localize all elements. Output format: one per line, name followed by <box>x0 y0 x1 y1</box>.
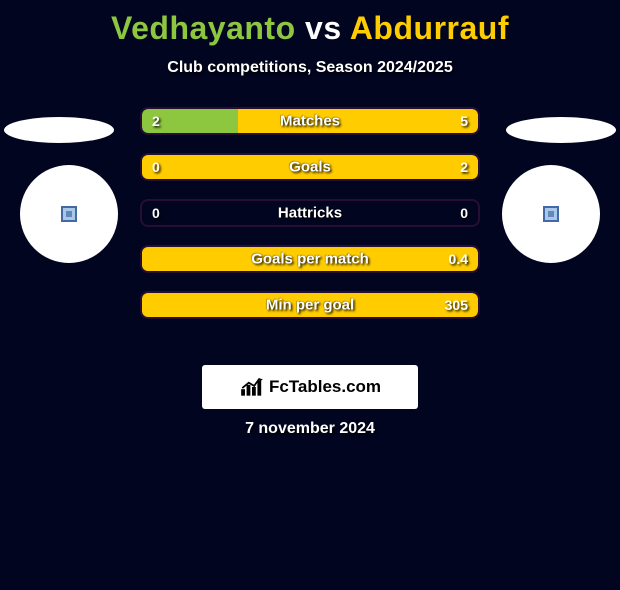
player1-photo-placeholder <box>4 117 114 143</box>
player2-club-placeholder <box>502 165 600 263</box>
subtitle: Club competitions, Season 2024/2025 <box>0 59 620 77</box>
stat-bar-label: Goals per match <box>142 251 478 268</box>
stat-bar-value-right: 0.4 <box>449 251 468 267</box>
stat-bar: Goals0 2 <box>140 153 480 181</box>
source-logo: FcTables.com <box>202 365 418 409</box>
comparison-title: Vedhayanto vs Abdurrauf <box>0 10 620 47</box>
logo-text: FcTables.com <box>269 377 381 397</box>
chart-icon <box>239 376 265 398</box>
stat-bar-value-left: 0 <box>152 159 160 175</box>
player1-name: Vedhayanto <box>111 10 296 46</box>
stat-bar-value-right: 305 <box>445 297 468 313</box>
stat-bar-value-right: 5 <box>460 113 468 129</box>
stat-bar-label: Hattricks <box>142 205 478 222</box>
stat-bars: Matches25Goals02Hattricks00Goals per mat… <box>140 107 480 337</box>
stat-bar-label: Matches <box>142 113 478 130</box>
stat-bar: Min per goal305 <box>140 291 480 319</box>
stat-bar-label: Goals <box>142 159 478 176</box>
stat-bar-value-left: 0 <box>152 205 160 221</box>
stat-bar-value-right: 2 <box>460 159 468 175</box>
club-badge-icon <box>61 206 77 222</box>
player2-photo-placeholder <box>506 117 616 143</box>
title-vs: vs <box>305 10 342 46</box>
snapshot-date: 7 november 2024 <box>0 420 620 438</box>
stat-bar: Goals per match0.4 <box>140 245 480 273</box>
stat-bar: Hattricks0 0 <box>140 199 480 227</box>
player2-name: Abdurrauf <box>350 10 509 46</box>
stat-bar-label: Min per goal <box>142 297 478 314</box>
stat-bar-value-left: 2 <box>152 113 160 129</box>
club-badge-icon <box>543 206 559 222</box>
comparison-layout: Matches25Goals02Hattricks00Goals per mat… <box>0 107 620 357</box>
stat-bar-value-right: 0 <box>460 205 468 221</box>
player1-club-placeholder <box>20 165 118 263</box>
stat-bar: Matches2 5 <box>140 107 480 135</box>
